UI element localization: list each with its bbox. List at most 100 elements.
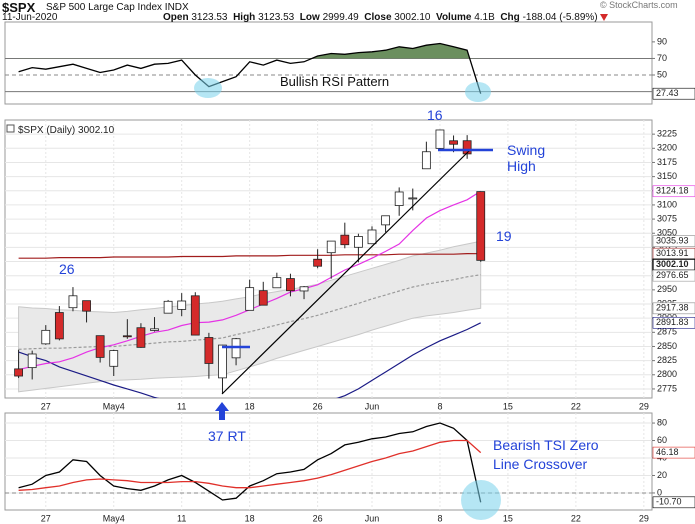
y-tick-label: 3225 — [657, 129, 677, 139]
last-value-label: 3013.91 — [656, 248, 689, 258]
y-tick-label: 3075 — [657, 213, 677, 223]
overlay-line — [18, 252, 481, 259]
candle-body — [54, 312, 64, 340]
x-tick-label: 8 — [437, 513, 442, 523]
annotation: Swing High — [507, 142, 546, 174]
y-tick-label: 80 — [657, 417, 667, 427]
candle-body — [163, 300, 173, 314]
candle-body — [82, 300, 91, 312]
candle-body — [258, 290, 268, 306]
candle-body — [408, 197, 418, 200]
candle-body — [476, 191, 486, 261]
candle-body — [231, 338, 241, 359]
trend-line — [221, 149, 471, 395]
candle-body — [367, 229, 377, 245]
last-value-label: 2891.83 — [656, 317, 689, 327]
x-tick-label: 18 — [245, 401, 255, 411]
candle-body — [462, 140, 472, 155]
last-value-box — [652, 185, 695, 198]
y-tick-label: 2825 — [657, 355, 677, 365]
last-value-label: 2976.65 — [656, 270, 689, 280]
annotation: 37 RT — [208, 428, 246, 444]
x-tick-label: May4 — [103, 401, 125, 411]
last-value-box — [652, 302, 695, 315]
y-tick-label: 2850 — [657, 341, 677, 351]
panel — [4, 412, 653, 511]
last-value-box — [652, 235, 695, 248]
x-tick-label: 22 — [571, 401, 581, 411]
x-tick-label: 29 — [639, 513, 649, 523]
index-name: S&P 500 Large Cap Index INDX — [46, 2, 189, 13]
y-tick-label: 3050 — [657, 228, 677, 238]
annotation: 19 — [496, 228, 512, 244]
stat-value: 2999.49 — [322, 12, 359, 23]
candle-body — [313, 258, 323, 267]
candle-body — [381, 215, 390, 226]
x-tick-label: 11 — [177, 513, 186, 523]
line — [18, 439, 482, 491]
stat-value: 3123.53 — [258, 12, 295, 23]
x-tick-label: 8 — [437, 401, 442, 411]
annotation: Bullish RSI Pattern — [280, 74, 390, 89]
stat-value: 4.1B — [474, 12, 495, 23]
candle-body — [14, 368, 23, 377]
stat-value: 3123.53 — [191, 12, 228, 23]
highlight — [465, 82, 491, 102]
plot: 90705027.4332253200317531503125310030753… — [4, 21, 695, 523]
stat-label: Low — [299, 12, 320, 23]
y-tick-label: 3200 — [657, 143, 677, 153]
band — [18, 240, 482, 393]
x-tick-label: 18 — [245, 513, 255, 523]
stat-label: High — [233, 12, 256, 23]
last-value-box — [652, 87, 695, 100]
candle-body — [122, 335, 132, 338]
y-tick-label: 3100 — [657, 199, 677, 209]
x-tick-label: 15 — [503, 513, 513, 523]
y-tick-label: 50 — [657, 69, 667, 79]
x-tick-label: 26 — [313, 401, 323, 411]
area — [18, 43, 481, 59]
candle-body — [150, 328, 159, 331]
candle-body — [136, 327, 146, 348]
x-tick-label: 22 — [571, 513, 581, 523]
candle-body — [286, 278, 295, 292]
symbol: $SPX — [2, 0, 36, 15]
x-tick-label: 15 — [503, 401, 513, 411]
x-tick-label: 27 — [41, 513, 51, 523]
stat-label: Close — [364, 12, 392, 23]
stat-value: 3002.10 — [394, 12, 431, 23]
y-tick-label: 0 — [657, 487, 662, 497]
stat-value: -188.04 (-5.89%) — [522, 12, 598, 23]
line — [18, 42, 482, 94]
last-value-label: 46.18 — [656, 447, 679, 457]
price-last: 3002.10 — [78, 125, 115, 136]
y-tick-label: 2800 — [657, 369, 677, 379]
candle-body — [340, 234, 350, 246]
highlight — [194, 78, 222, 98]
last-value-label: 27.43 — [656, 88, 679, 98]
panel-plot — [5, 120, 652, 398]
y-tick-label: 90 — [657, 36, 667, 46]
x-tick-label: 11 — [177, 401, 186, 411]
candle-body — [41, 329, 51, 345]
annotation: 26 — [59, 261, 75, 277]
candle-body — [421, 151, 431, 170]
last-value-box — [652, 446, 695, 459]
down-marker — [600, 13, 609, 21]
last-value-box — [652, 269, 695, 282]
candle-body — [272, 277, 282, 289]
candle-body — [177, 300, 187, 310]
y-tick-label: 2775 — [657, 383, 677, 393]
y-tick-label: 70 — [657, 53, 667, 63]
last-value-label: -10.70 — [656, 497, 682, 507]
candle-body — [95, 335, 105, 358]
last-value-box — [652, 496, 695, 509]
candle-body — [109, 350, 119, 367]
x-tick-label: Jun — [365, 513, 380, 523]
y-tick-label: 3150 — [657, 171, 677, 181]
name: S&P 500 Large Cap Index — [46, 2, 163, 13]
candle-body — [27, 353, 37, 369]
y-tick-label: 3175 — [657, 157, 677, 167]
y-tick-label: 60 — [657, 435, 667, 445]
